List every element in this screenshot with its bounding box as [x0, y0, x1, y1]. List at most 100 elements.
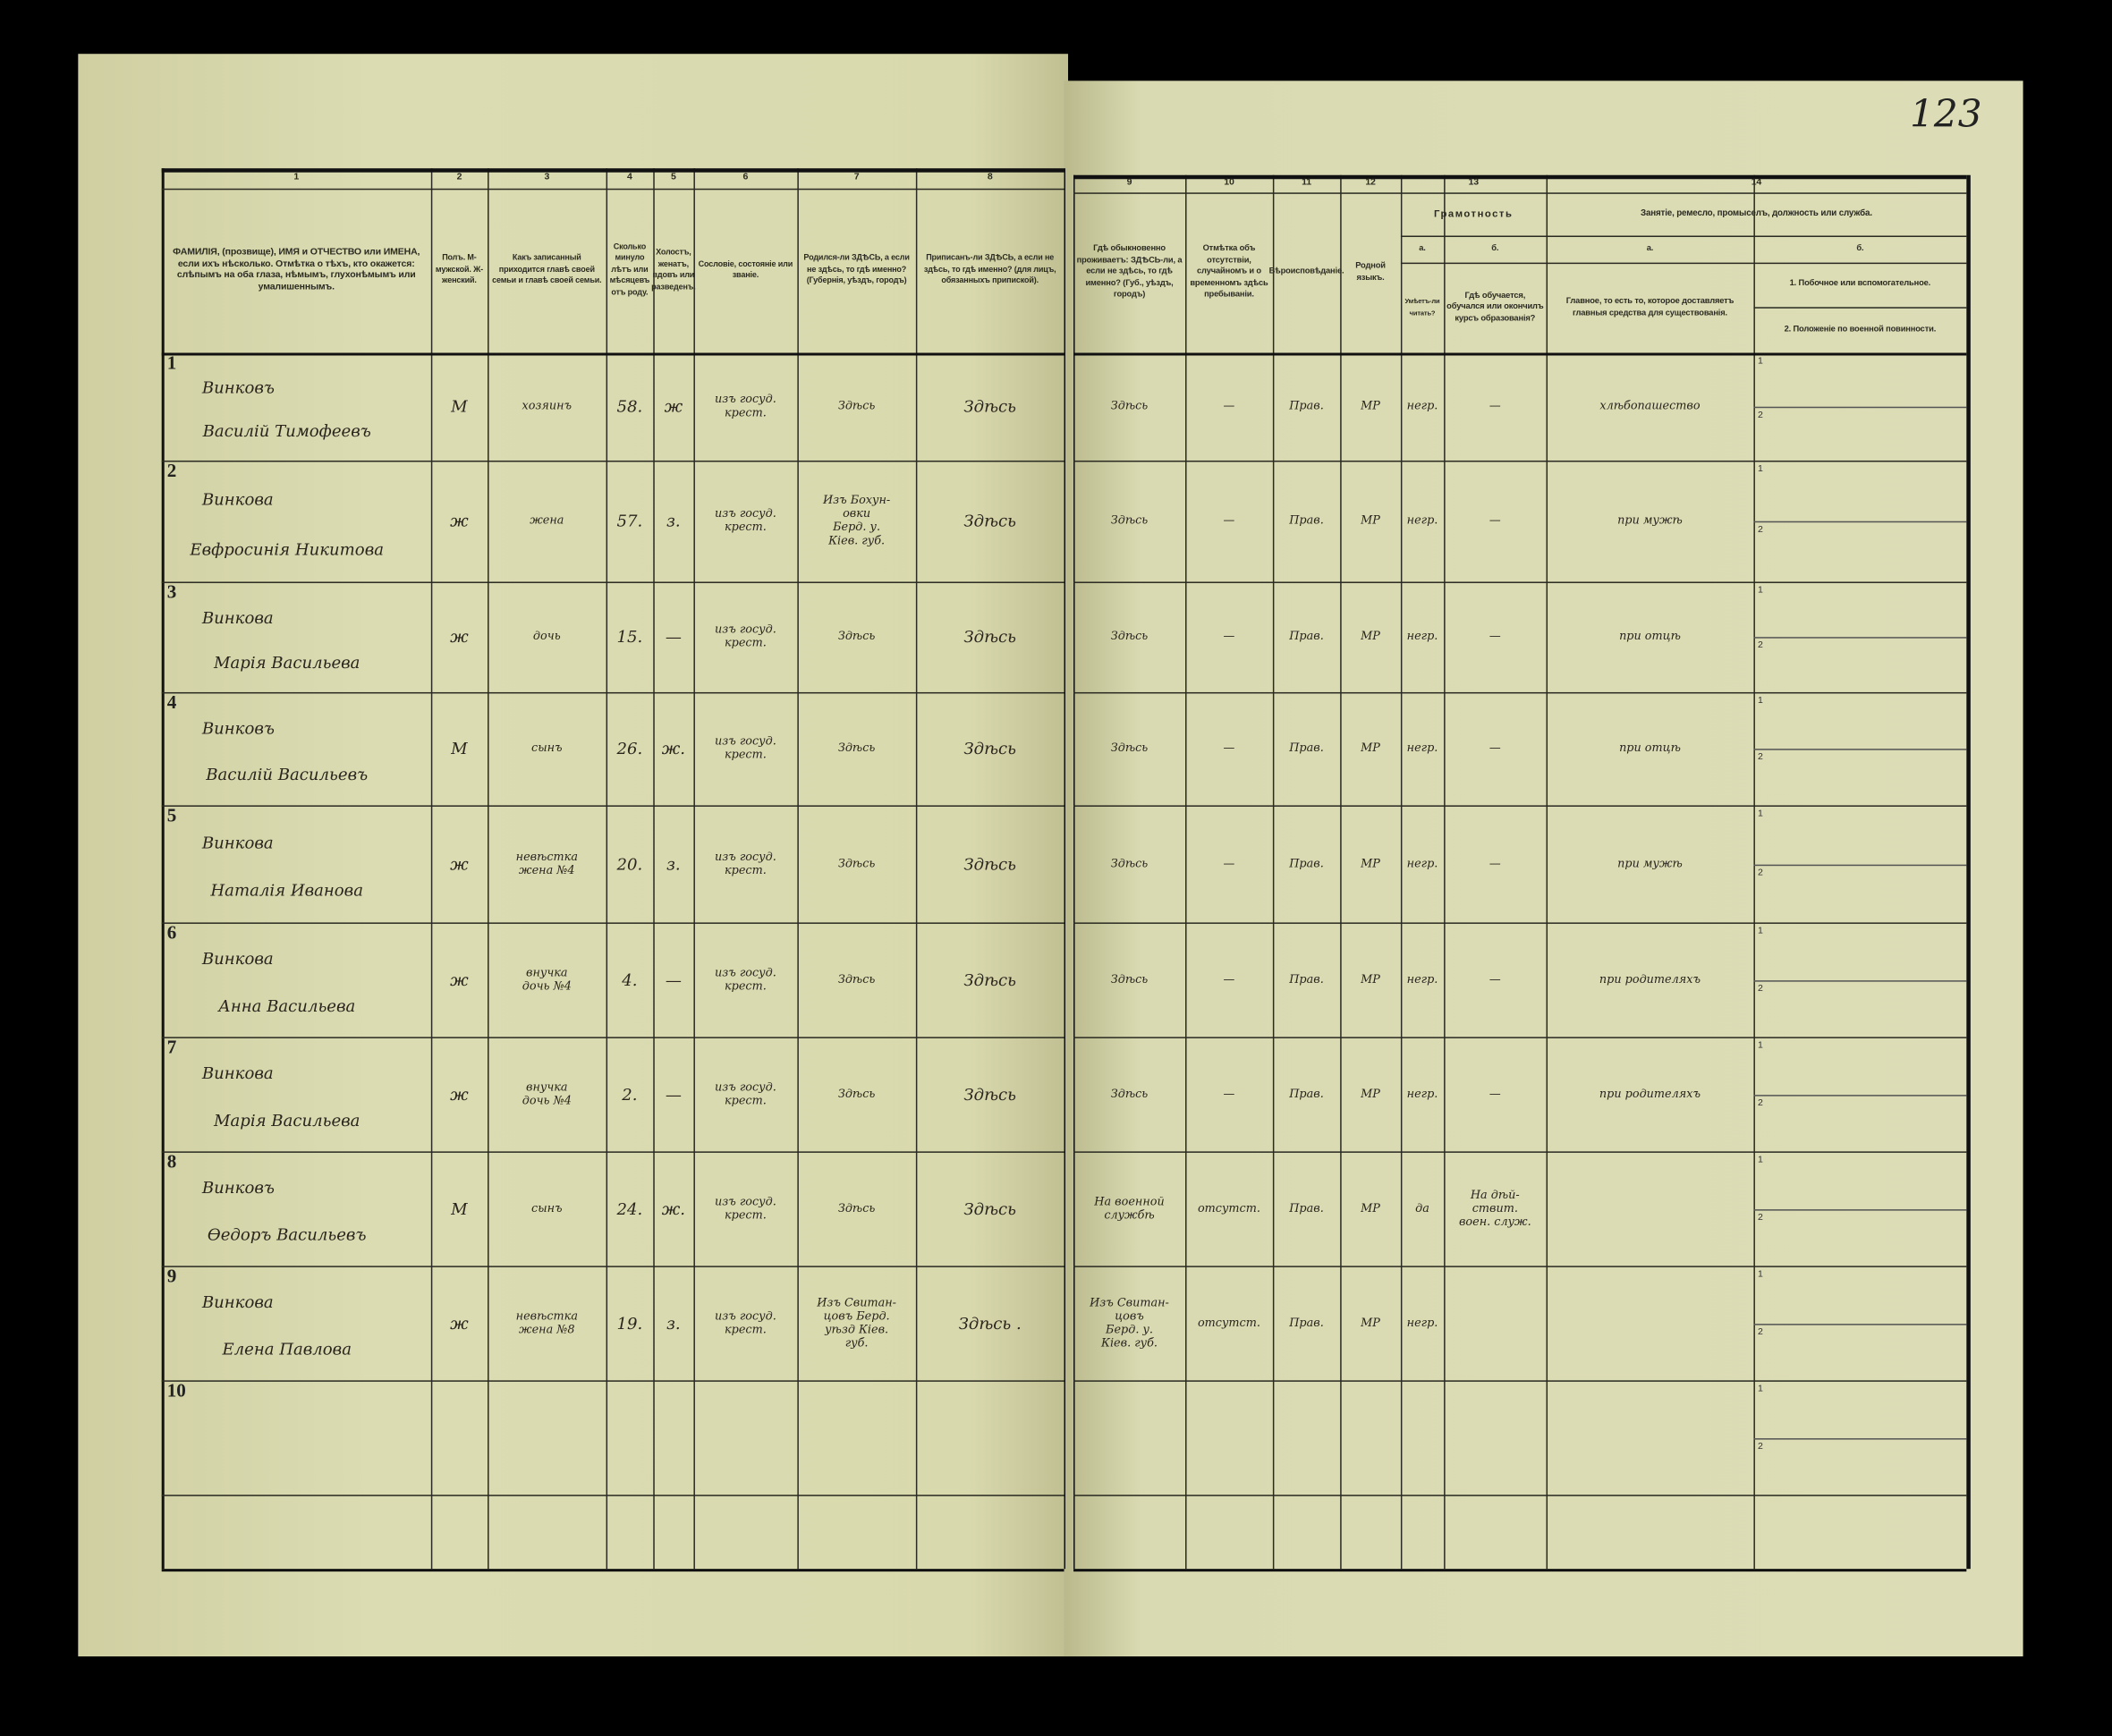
- cell-registered: [916, 1380, 1064, 1495]
- cell-education: [1444, 1380, 1546, 1495]
- row-number: 10: [166, 1381, 186, 1402]
- row-number: 9: [166, 1266, 177, 1288]
- column-header: Какъ записанный приходится главѣ своей с…: [492, 254, 602, 286]
- column-number: 5: [670, 173, 676, 182]
- row-rule: [161, 805, 1064, 808]
- cell-language: МР: [1361, 741, 1380, 756]
- cell-occupation: [1547, 1266, 1754, 1380]
- subrow-label-1: 1: [1757, 1040, 1763, 1051]
- cell-marital: ж.: [661, 1198, 686, 1218]
- subrow-label-1: 1: [1757, 1269, 1763, 1280]
- cell-marital: з.: [666, 512, 681, 531]
- given-name-patronymic: Елена Павлова: [222, 1339, 352, 1359]
- given-name-patronymic: Василій Васильевъ: [206, 765, 369, 784]
- column-header: 2. Положеніе по военной повинности.: [1784, 324, 1937, 334]
- cell-occupation: [1547, 1151, 1754, 1266]
- subrow-label-2: 2: [1757, 868, 1763, 877]
- given-name-patronymic: Евфросинія Никитова: [190, 539, 384, 559]
- cell-language: МР: [1361, 972, 1380, 987]
- cell-education: —: [1489, 630, 1501, 644]
- given-name-patronymic: Марія Васильева: [213, 1110, 360, 1130]
- cell-sex: [431, 1380, 488, 1495]
- row-number: 6: [166, 923, 177, 944]
- cell-marital: з.: [666, 1313, 681, 1333]
- page-number: 123: [1910, 91, 1982, 137]
- column-header: Гдѣ обучается, обучался или окончилъ кур…: [1446, 290, 1544, 323]
- cell-estate: изъ госуд. крест.: [715, 623, 776, 651]
- column-header: Вѣроисповѣданіе.: [1268, 267, 1344, 277]
- subrow-label-2: 2: [1757, 1326, 1763, 1337]
- cell-registered: Здѣсь: [963, 739, 1017, 758]
- cell-registered: Здѣсь .: [958, 1313, 1022, 1333]
- cell-marital: —: [665, 627, 682, 647]
- cell-born: Здѣсь: [837, 630, 876, 644]
- row-rule: [1073, 691, 1967, 694]
- given-name-patronymic: Василій Тимофеевъ: [202, 421, 371, 441]
- row-rule: [161, 1151, 1064, 1154]
- row-rule: [1073, 1151, 1967, 1154]
- cell-literate: негр.: [1406, 400, 1438, 414]
- cell-absence: отсутст.: [1197, 1316, 1260, 1330]
- cell-age: 26.: [616, 739, 643, 758]
- cell-education: —: [1489, 972, 1501, 987]
- cell-age: 15.: [616, 627, 643, 647]
- column-rule: [1546, 174, 1548, 1570]
- cell-born: Здѣсь: [837, 1087, 876, 1101]
- subrow-label-2: 2: [1757, 640, 1763, 651]
- cell-residence: Здѣсь: [1110, 514, 1149, 529]
- subrow-label-1: 1: [1757, 585, 1763, 596]
- row-number: 2: [166, 462, 177, 483]
- header-bottom-rule: [1073, 352, 1967, 356]
- cell-literate: негр.: [1406, 857, 1438, 871]
- column-rule: [1753, 174, 1756, 1570]
- column-rule: [1064, 168, 1066, 1570]
- cell-born: Здѣсь: [837, 400, 876, 414]
- cell-occupation: хлѣбопашество: [1599, 400, 1701, 414]
- given-name-patronymic: Өедоръ Васильевъ: [207, 1224, 367, 1244]
- column-header: 1. Побочное или вспомогательное.: [1789, 279, 1931, 289]
- cell-registered: Здѣсь: [963, 627, 1017, 647]
- row-rule: [1073, 1266, 1967, 1268]
- number-row-rule: [1073, 192, 1967, 195]
- row-rule: [161, 581, 1064, 584]
- row-number: 3: [166, 582, 177, 604]
- row-rule: [161, 1380, 1064, 1383]
- cell-marital: —: [665, 1084, 682, 1104]
- column-rule: [1272, 174, 1275, 1570]
- column-header: Гдѣ обыкновенно проживаетъ: ЗДѢСЬ-ли, а …: [1076, 243, 1183, 300]
- subrow-rule: [1753, 406, 1967, 409]
- row-number: 8: [166, 1152, 177, 1173]
- cell-residence: Здѣсь: [1110, 630, 1149, 644]
- cell-language: МР: [1361, 1087, 1380, 1101]
- column-header: Умѣетъ-ли читать?: [1404, 297, 1440, 318]
- cell-literate: негр.: [1406, 514, 1438, 529]
- cell-age: 2.: [622, 1084, 638, 1104]
- cell-born: Изъ Бохун- овки Берд. у. Кіев. губ.: [822, 494, 891, 548]
- cell-language: МР: [1361, 630, 1380, 644]
- cell-residence: Здѣсь: [1110, 1087, 1149, 1101]
- row-number: 5: [166, 806, 177, 827]
- cell-marital: ж.: [661, 739, 686, 758]
- cell-education: —: [1489, 1087, 1501, 1101]
- subrow-label-2: 2: [1757, 1441, 1763, 1452]
- cell-education: —: [1489, 741, 1501, 756]
- cell-registered: Здѣсь: [963, 1198, 1017, 1218]
- cell-absence: отсутст.: [1197, 1201, 1260, 1215]
- column-rule: [1400, 174, 1403, 1570]
- row-rule: [161, 1037, 1064, 1039]
- cell-education: —: [1489, 400, 1501, 414]
- subrow-label-1: 1: [1757, 1155, 1763, 1165]
- column-number: 12: [1365, 178, 1376, 188]
- column-header: Занятіе, ремесло, промыселъ, должность и…: [1640, 208, 1872, 218]
- cell-estate: изъ госуд. крест.: [715, 1309, 776, 1337]
- cell-literate: [1401, 1380, 1444, 1495]
- surname: Винкова: [201, 1292, 274, 1312]
- table-bottom-rule: [161, 1569, 1064, 1572]
- cell-residence: Здѣсь: [1110, 857, 1149, 871]
- cell-occupation: при отцѣ: [1619, 741, 1681, 756]
- cell-literate: негр.: [1406, 741, 1438, 756]
- cell-residence: Здѣсь: [1110, 400, 1149, 414]
- surname: Винковъ: [201, 1178, 275, 1198]
- column-rule: [1185, 174, 1187, 1570]
- subrow-label-1: 1: [1757, 809, 1763, 819]
